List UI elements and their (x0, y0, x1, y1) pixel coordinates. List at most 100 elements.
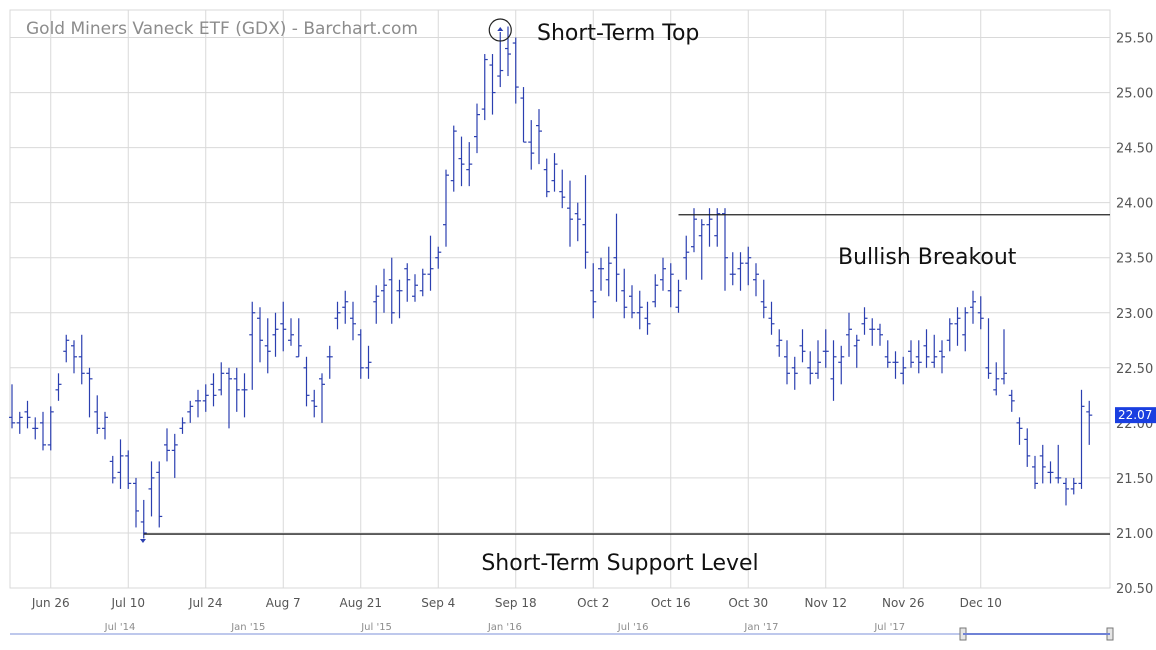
ohlc-bar (156, 461, 163, 528)
ohlc-bar (1055, 444, 1062, 484)
ohlc-bar (691, 208, 697, 253)
ohlc-bar (807, 351, 814, 385)
ohlc-bar (939, 340, 945, 374)
ohlc-bar (435, 246, 442, 269)
ohlc-bar (512, 37, 519, 104)
annotation-label: Bullish Breakout (838, 245, 1017, 270)
x-tick-label: Sep 4 (421, 596, 455, 610)
navigator[interactable]: Jul '14 Jan '15 Jul '15 Jan '16 Jul '16 Jan '… (10, 622, 1114, 641)
ohlc-bar (815, 340, 821, 379)
ohlc-bar (629, 285, 635, 319)
navigator-label: Jan '16 (487, 622, 522, 633)
x-tick-label: Dec 10 (960, 596, 1002, 610)
ohlc-bar (419, 268, 426, 297)
ohlc-bar (791, 356, 798, 390)
ohlc-bar (722, 208, 728, 291)
navigator-label: Jan '17 (743, 622, 778, 633)
ohlc-bar (9, 384, 15, 429)
ohlc-bar (40, 411, 46, 451)
last-price-bg (1115, 407, 1156, 424)
ohlc-bar (140, 499, 147, 539)
ohlc-bar (559, 169, 566, 209)
ohlc-bar (481, 54, 488, 121)
ohlc-bar (226, 367, 232, 429)
y-tick-label: 25.50 (1116, 32, 1153, 47)
ohlc-bar (528, 120, 535, 170)
ohlc-bar (164, 428, 170, 462)
ohlc-bar (667, 263, 674, 308)
x-tick-label: Oct 2 (577, 596, 609, 610)
ohlc-bar (210, 373, 217, 407)
ohlc-bar (334, 301, 341, 330)
x-tick-label: Nov 26 (882, 596, 925, 610)
ohlc-bar (877, 323, 883, 346)
ohlc-bar (474, 103, 480, 154)
navigator-label: Jul '14 (104, 622, 136, 633)
y-tick-label: 23.00 (1116, 307, 1153, 322)
ohlc-bar (1070, 477, 1077, 495)
y-tick-label: 25.00 (1116, 87, 1153, 102)
last-price-label: 22.07 (1118, 408, 1152, 422)
ohlc-bar (861, 307, 868, 335)
ohlc-bar (133, 477, 139, 528)
ohlc-bar (977, 296, 984, 330)
ohlc-bar (288, 318, 294, 346)
ohlc-bar (202, 384, 209, 412)
ohlc-bar (1039, 444, 1046, 484)
ohlc-bars (9, 26, 1093, 539)
ohlc-bar (458, 136, 465, 187)
ohlc-bar (993, 362, 1000, 396)
ohlc-bar (574, 202, 581, 242)
ohlc-bar (962, 307, 969, 352)
y-tick-label: 23.50 (1116, 252, 1153, 267)
ohlc-bar (381, 268, 387, 313)
ohlc-bar (1086, 400, 1093, 445)
chart-title: Gold Miners Vaneck ETF (GDX) - Barchart.… (26, 19, 418, 39)
ohlc-bar (869, 318, 876, 346)
y-tick-label: 21.00 (1116, 527, 1153, 542)
ohlc-bar (109, 455, 116, 484)
x-tick-label: Aug 7 (266, 596, 301, 610)
ohlc-bar (1047, 461, 1054, 484)
ohlc-bar (652, 274, 659, 308)
ohlc-bar (187, 400, 194, 423)
ohlc-bar (171, 433, 178, 478)
x-tick-label: Nov 12 (804, 596, 847, 610)
x-tick-label: Sep 18 (495, 596, 537, 610)
x-tick-label: Oct 16 (651, 596, 691, 610)
ohlc-bar (350, 301, 356, 341)
ohlc-bar (543, 158, 550, 198)
ohlc-bar (853, 334, 860, 368)
navigator-label: Jul '16 (617, 622, 649, 633)
ohlc-bar (32, 417, 39, 440)
ohlc-bar (218, 362, 225, 396)
ohlc-bar (1078, 389, 1085, 489)
ohlc-bar (63, 334, 70, 363)
level-lines (139, 214, 1110, 544)
y-tick-label: 24.50 (1116, 142, 1153, 157)
top-circle-icon (488, 18, 512, 42)
ohlc-bar (613, 213, 620, 302)
ohlc-bar (272, 312, 279, 357)
high-marker-icon (497, 27, 504, 32)
x-tick-label: Jun 26 (31, 596, 70, 610)
ohlc-bar (295, 318, 302, 358)
ohlc-bar (1024, 428, 1031, 467)
ohlc-bar (675, 279, 682, 313)
ohlc-bar (908, 340, 914, 368)
ohlc-bar (551, 153, 558, 192)
ohlc-bar (427, 235, 434, 291)
ohlc-bar (931, 334, 938, 368)
ohlc-bar (784, 340, 790, 385)
ohlc-bar (257, 307, 263, 363)
ohlc-bar (47, 406, 54, 451)
ohlc-bar (319, 373, 325, 423)
ohlc-bar (365, 345, 372, 379)
ohlc-bar (776, 329, 783, 357)
ohlc-bar (466, 142, 473, 187)
ohlc-bar (396, 279, 403, 319)
annotation-label: Short-Term Support Level (481, 551, 758, 576)
ohlc-bar (923, 329, 930, 368)
ohlc-bar (125, 450, 132, 489)
ohlc-bar (536, 109, 542, 165)
